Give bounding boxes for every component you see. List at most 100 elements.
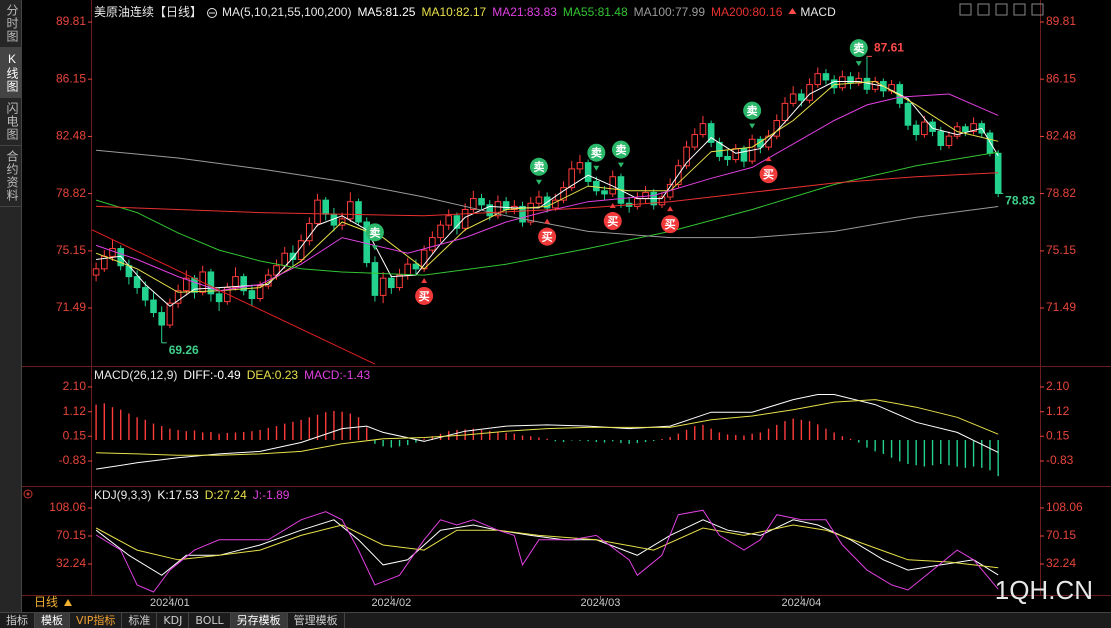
signal-label: 买 [665,218,676,231]
candle-body [396,274,403,289]
y-tick-label: 86.15 [56,71,86,85]
window-button[interactable] [959,3,972,16]
candle-body [945,135,953,147]
header-item: 美原油连续【日线】 [94,4,202,19]
candle-body [281,252,289,267]
panel-header[interactable]: MACD(26,12,9) DIFF:-0.49 DEA:0.23 MACD:-1.4… [94,368,370,382]
toolbar: 指标 模板 VIP指标 标准 KDJ BOLL 另存模板 管理模板 [0,612,1111,628]
window-button[interactable] [995,3,1008,16]
indicator-line [95,509,999,593]
candle-body [904,102,912,126]
sidebar-tab[interactable]: 合约资料 [0,146,21,207]
candle-body [486,204,494,217]
signal-label: 卖 [591,146,602,160]
signal-label: 卖 [747,103,758,117]
indicator-line [96,172,999,217]
toolbar-button[interactable]: VIP指标 [70,613,123,628]
watermark: 1QH.CN [995,575,1093,605]
price-label: 69.26 [169,343,199,357]
candle-body [724,155,731,161]
sidebar-tab[interactable]: 分时图 [0,0,21,48]
sidebar: 分时图 K线图 闪电图 合约资料 [0,0,22,612]
signal-marker [611,140,630,159]
signal-marker [415,286,434,305]
signal-label: 卖 [369,225,380,239]
y-tick-label: -0.83 [59,453,87,467]
header-item: MA100:77.99 [634,5,706,19]
toolbar-button[interactable]: 指标 [0,613,35,628]
period-arrow[interactable] [64,599,72,606]
header-item: MA5:81.25 [357,5,415,19]
toolbar-button[interactable]: KDJ [157,613,190,628]
panel-header[interactable]: KDJ(9,3,3) K:17.53 D:27.24 J:-1.89 [94,488,290,502]
signal-marker [661,215,680,234]
candle-body [798,93,805,101]
sidebar-tab[interactable]: 闪电图 [0,98,21,146]
y-tick-label: 0.15 [1046,428,1070,442]
panel-header[interactable]: 美原油连续【日线】 MA(5,10,21,55,100,200) MA5:81.25… [94,4,836,19]
toolbar-button[interactable]: 另存模板 [230,613,288,628]
candle-body [593,180,600,192]
y-tick-label: 0.15 [63,428,87,442]
candle-body [453,215,461,229]
header-item: DIFF:-0.49 [183,368,241,382]
panel-icon[interactable] [23,489,33,499]
toolbar-button[interactable]: 模板 [35,613,70,628]
y-tick-label: 82.48 [1046,129,1076,143]
period-label[interactable]: 日线 [34,595,58,609]
signal-label: 卖 [615,143,626,157]
signal-arrow [667,206,674,212]
x-tick-label: 2024/01 [150,597,190,609]
candle-body [584,162,592,182]
candle-body [248,290,256,299]
window-button[interactable] [1013,3,1026,16]
header-item: DEA:0.23 [247,368,299,382]
header-item: KDJ(9,3,3) [94,488,151,502]
toolbar-button[interactable]: BOLL [189,613,231,628]
candle-body [314,199,321,225]
candle-body [183,277,190,292]
indicator-line [96,394,999,470]
trendline [92,229,376,365]
signal-arrow [544,218,551,224]
window-button[interactable] [1031,3,1044,16]
candle-body [232,276,239,289]
signal-arrow [593,165,600,171]
signal-marker [743,101,762,120]
y-tick-label: 70.15 [56,528,86,542]
background [0,0,1111,612]
candle-body [962,126,969,132]
signal-marker [538,227,557,246]
candle-body [937,130,945,147]
x-tick-label: 2024/03 [581,597,621,609]
y-tick-label: -0.83 [1046,453,1074,467]
window-buttons [959,3,1044,16]
sidebar-tab[interactable]: K线图 [0,48,21,98]
candle-body [355,201,362,223]
toolbar-button[interactable]: 标准 [122,613,158,628]
x-tick-label: 2024/02 [371,597,411,609]
candle-body [781,102,789,122]
candle-body [404,263,412,276]
candle-body [207,271,215,295]
window-button[interactable] [977,3,990,16]
header-item: MACD [800,5,836,19]
candle-body [634,198,641,207]
indicator-line [96,81,999,307]
candle-body [133,276,141,289]
indicator-line [96,399,999,456]
signal-marker [849,39,868,58]
candle-body [699,123,707,136]
signal-arrow [609,203,616,209]
candle-body [822,73,830,81]
y-tick-label: 86.15 [1046,71,1076,85]
candle-body [519,205,526,223]
candle-body [994,152,1002,194]
candle-body [388,277,395,289]
y-tick-label: 75.15 [1046,243,1076,257]
toolbar-button[interactable]: 管理模板 [288,613,345,628]
kdj-panel [95,509,999,593]
candle-body [970,123,977,132]
y-tick-label: 1.12 [1046,404,1070,418]
